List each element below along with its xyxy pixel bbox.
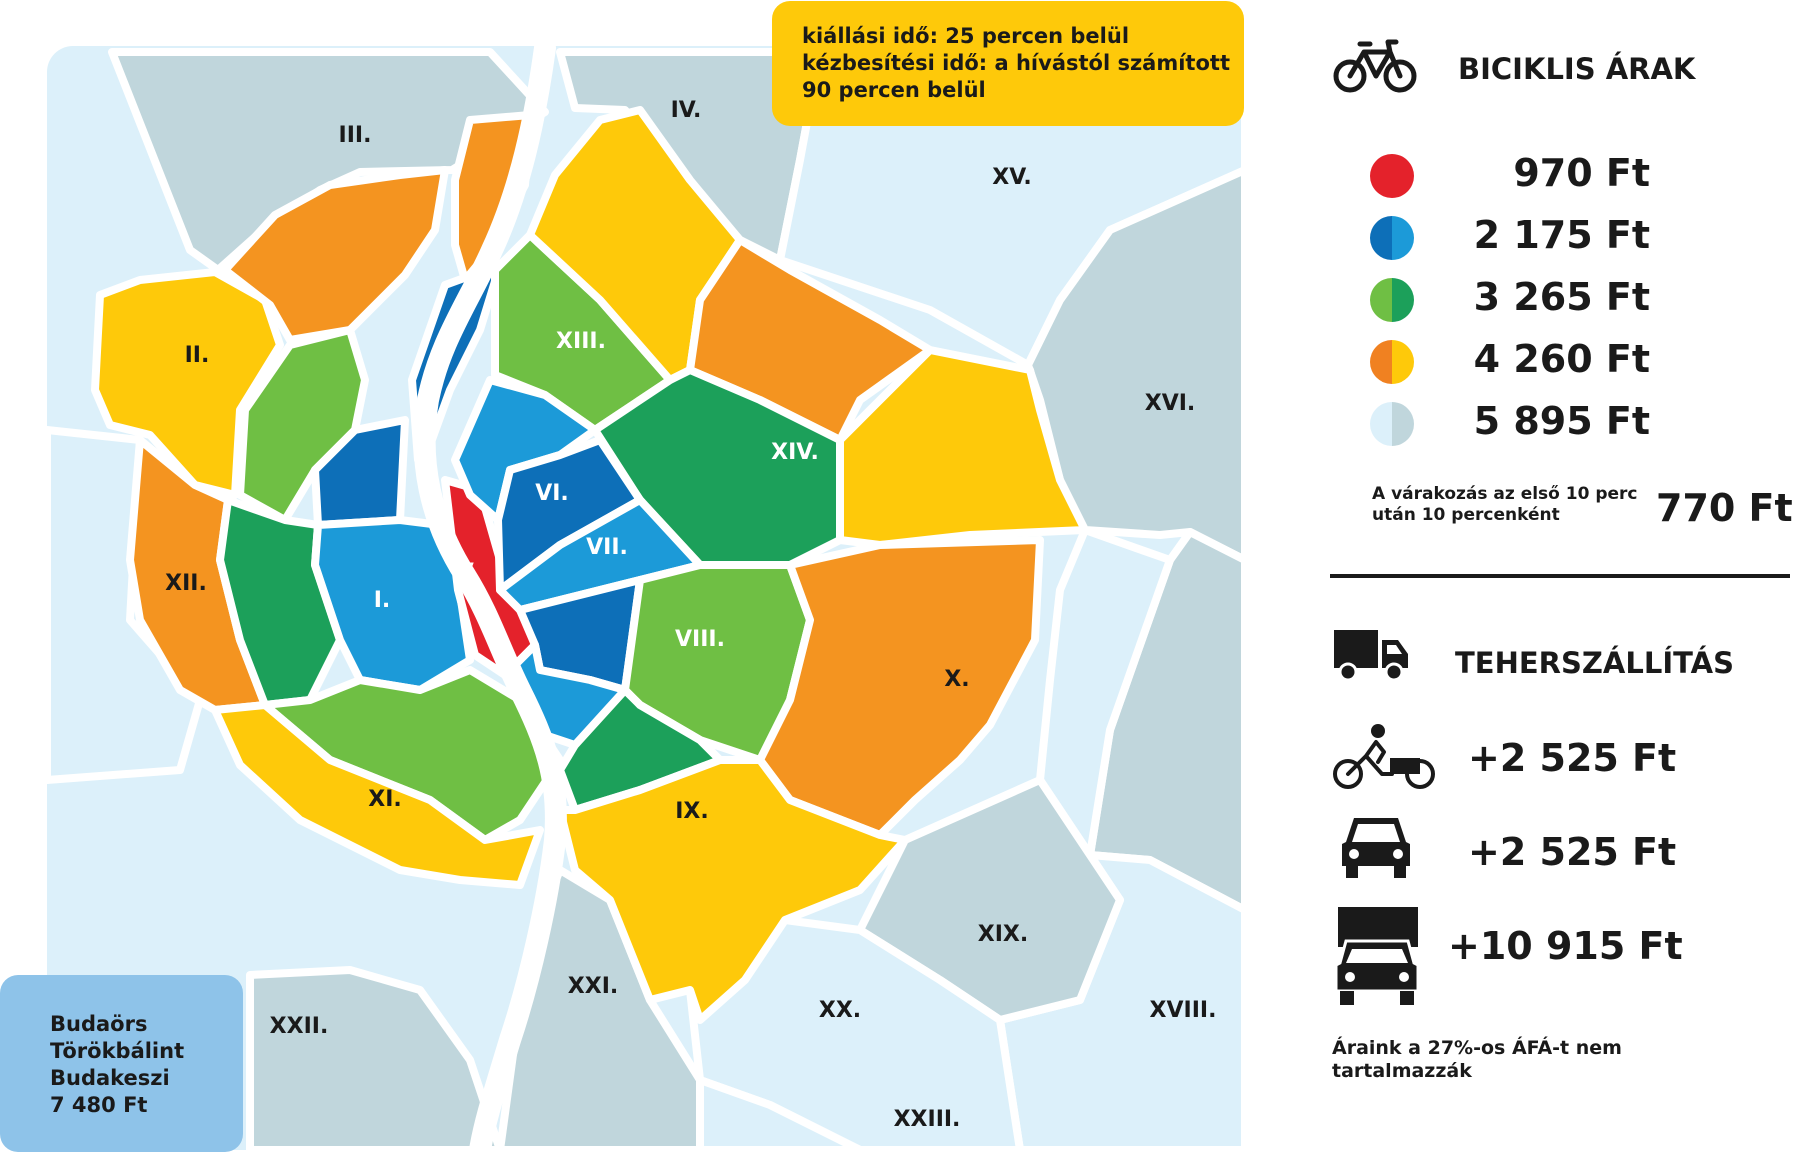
district-label-xii: XII. xyxy=(165,571,207,596)
district-label-ix: IX. xyxy=(675,799,709,824)
cargo-bike-icon xyxy=(1333,724,1435,789)
vat-note: Áraink a 27%-os ÁFÁ-t nem tartalmazzák xyxy=(1332,1037,1622,1082)
town-torokbalint: Törökbálint xyxy=(50,1039,185,1063)
price-tier-value: 4 260 Ft xyxy=(1473,337,1650,381)
district-label-xiii: XIII. xyxy=(556,329,606,354)
district-label-xiv: XIV. xyxy=(771,440,819,465)
price-tier-swatch xyxy=(1370,154,1414,198)
callout-line-3: 90 percen belül xyxy=(802,78,986,102)
waiting-price: 770 Ft xyxy=(1656,486,1793,530)
district-x-area xyxy=(756,536,1044,839)
callout-line-1: kiállási idő: 25 percen belül xyxy=(802,24,1130,48)
car-price: +2 525 Ft xyxy=(1468,830,1677,874)
price-tier-swatch xyxy=(1370,340,1414,384)
price-tier-swatch xyxy=(1370,402,1414,446)
price-tier-swatch xyxy=(1370,216,1414,260)
district-ii-area xyxy=(91,268,284,499)
section-divider xyxy=(1330,574,1790,578)
waiting-note: A várakozás az első 10 perc után 10 perc… xyxy=(1372,484,1638,525)
district-label-xx: XX. xyxy=(819,998,861,1023)
district-i-green-area xyxy=(216,496,344,709)
district-ix-yellow-area xyxy=(556,756,909,1024)
district-label-viii: VIII. xyxy=(675,627,725,652)
district-label-xvi: XVI. xyxy=(1145,391,1196,416)
bicycle-icon xyxy=(1333,39,1417,93)
district-xiv-yellow-area xyxy=(836,346,1089,549)
district-label-vii: VII. xyxy=(586,535,628,560)
danube-river xyxy=(413,37,567,1152)
district-map: I. II. III. IV. V. VI. VII. VIII. IX. X. XI. XII. XI… xyxy=(47,37,1245,1152)
price-tier-value: 2 175 Ft xyxy=(1473,213,1650,257)
district-label-xxii: XXII. xyxy=(270,1014,329,1039)
delivery-time-callout: kiállási idő: 25 percen belül kézbesítés… xyxy=(772,1,1244,126)
district-label-xviii: XVIII. xyxy=(1150,998,1217,1023)
outer-towns-price: 7 480 Ft xyxy=(50,1093,148,1117)
district-i-area xyxy=(311,516,474,694)
district-label-i: I. xyxy=(374,588,391,613)
price-tier-value: 970 Ft xyxy=(1513,151,1650,195)
district-label-xix: XIX. xyxy=(978,922,1028,947)
district-label-xv: XV. xyxy=(992,165,1032,190)
town-budaors: Budaörs xyxy=(50,1012,148,1036)
van-icon xyxy=(1334,907,1420,1005)
price-tier-value: 3 265 Ft xyxy=(1473,275,1650,319)
district-xxii-area xyxy=(246,966,504,1152)
district-i-blue-dark-area xyxy=(311,416,409,529)
van-price: +10 915 Ft xyxy=(1448,924,1683,968)
price-tier-swatch xyxy=(1370,278,1414,322)
truck-icon xyxy=(1334,630,1408,682)
district-label-xxiii: XXIII. xyxy=(894,1107,961,1132)
town-budakeszi: Budakeszi xyxy=(50,1066,170,1090)
district-iii-inner-area xyxy=(221,166,449,344)
district-label-iv: IV. xyxy=(671,98,702,123)
price-tier-value: 5 895 Ft xyxy=(1473,399,1650,443)
district-label-xxi: XXI. xyxy=(568,974,618,999)
district-label-ii: II. xyxy=(185,343,210,368)
district-label-iii: III. xyxy=(339,123,372,148)
callout-line-2: kézbesítési idő: a hívástól számított xyxy=(802,51,1230,75)
freight-title: TEHERSZÁLLÍTÁS xyxy=(1455,646,1734,680)
district-xx-area xyxy=(686,916,1024,1152)
outer-towns-box: Budaörs Törökbálint Budakeszi 7 480 Ft xyxy=(0,975,243,1152)
car-icon xyxy=(1342,818,1410,878)
district-xi-area xyxy=(211,701,544,889)
cargo-bike-price: +2 525 Ft xyxy=(1468,736,1677,780)
district-label-x: X. xyxy=(944,667,969,692)
bike-prices-title: BICIKLIS ÁRAK xyxy=(1458,52,1696,86)
district-label-v: V. xyxy=(457,560,480,585)
district-label-vi: VI. xyxy=(535,481,569,506)
price-legend: BICIKLIS ÁRAK 970 Ft 2 175 Ft 3 265 Ft 4 26… xyxy=(1320,0,1803,1152)
district-label-xi: XI. xyxy=(368,787,402,812)
